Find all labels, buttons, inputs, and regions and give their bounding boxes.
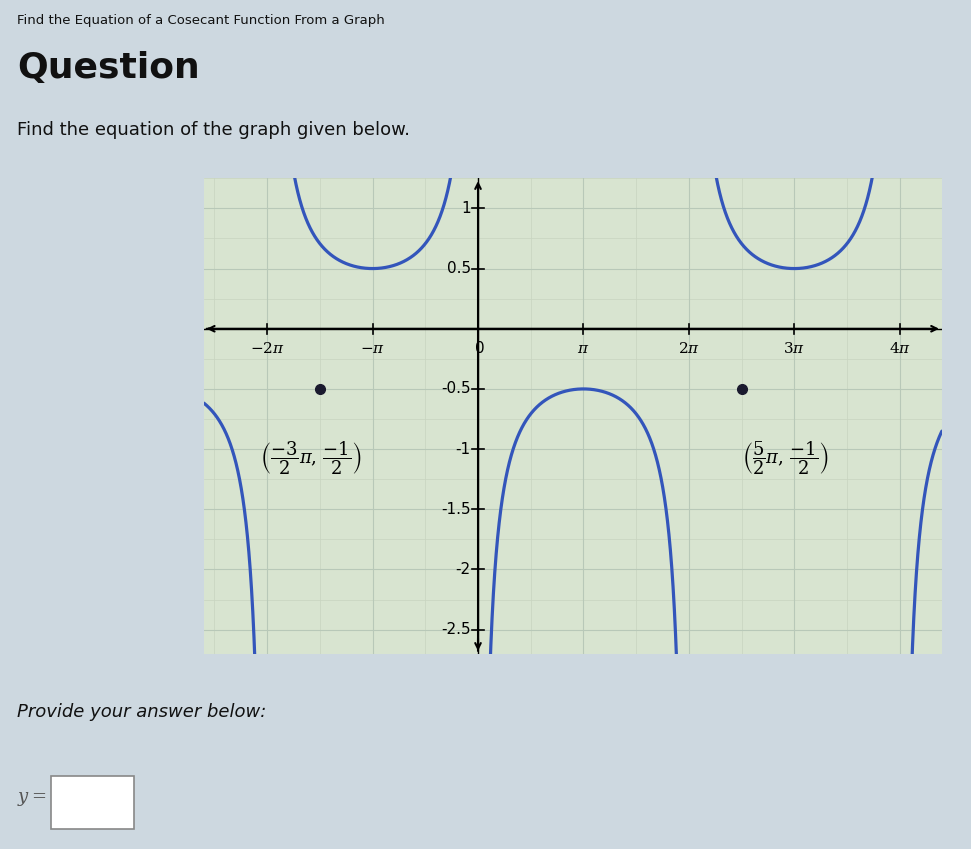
Text: $\pi$: $\pi$ — [577, 340, 589, 356]
Text: -2: -2 — [455, 562, 471, 577]
Text: -1.5: -1.5 — [441, 502, 471, 517]
Text: -0.5: -0.5 — [441, 381, 471, 396]
Text: Find the Equation of a Cosecant Function From a Graph: Find the Equation of a Cosecant Function… — [17, 14, 385, 26]
Text: $2\pi$: $2\pi$ — [678, 340, 700, 356]
Text: $3\pi$: $3\pi$ — [784, 340, 805, 356]
Text: Question: Question — [17, 51, 200, 85]
Text: Find the equation of the graph given below.: Find the equation of the graph given bel… — [17, 121, 411, 139]
Text: 1: 1 — [461, 201, 471, 216]
FancyBboxPatch shape — [51, 776, 134, 829]
Text: 0.5: 0.5 — [447, 261, 471, 276]
Text: $-\pi$: $-\pi$ — [360, 340, 385, 356]
Text: 0: 0 — [475, 340, 485, 356]
Text: $-2\pi$: $-2\pi$ — [250, 340, 285, 356]
Text: $y =$: $y =$ — [17, 790, 47, 808]
Text: $\left(\dfrac{5}{2}\pi,\,\dfrac{-1}{2}\right)$: $\left(\dfrac{5}{2}\pi,\,\dfrac{-1}{2}\r… — [743, 440, 829, 477]
Text: $4\pi$: $4\pi$ — [888, 340, 911, 356]
Text: -1: -1 — [455, 441, 471, 457]
Text: $\left(\dfrac{-3}{2}\pi,\,\dfrac{-1}{2}\right)$: $\left(\dfrac{-3}{2}\pi,\,\dfrac{-1}{2}\… — [260, 440, 362, 477]
Text: Provide your answer below:: Provide your answer below: — [17, 703, 267, 721]
Text: -2.5: -2.5 — [441, 622, 471, 637]
